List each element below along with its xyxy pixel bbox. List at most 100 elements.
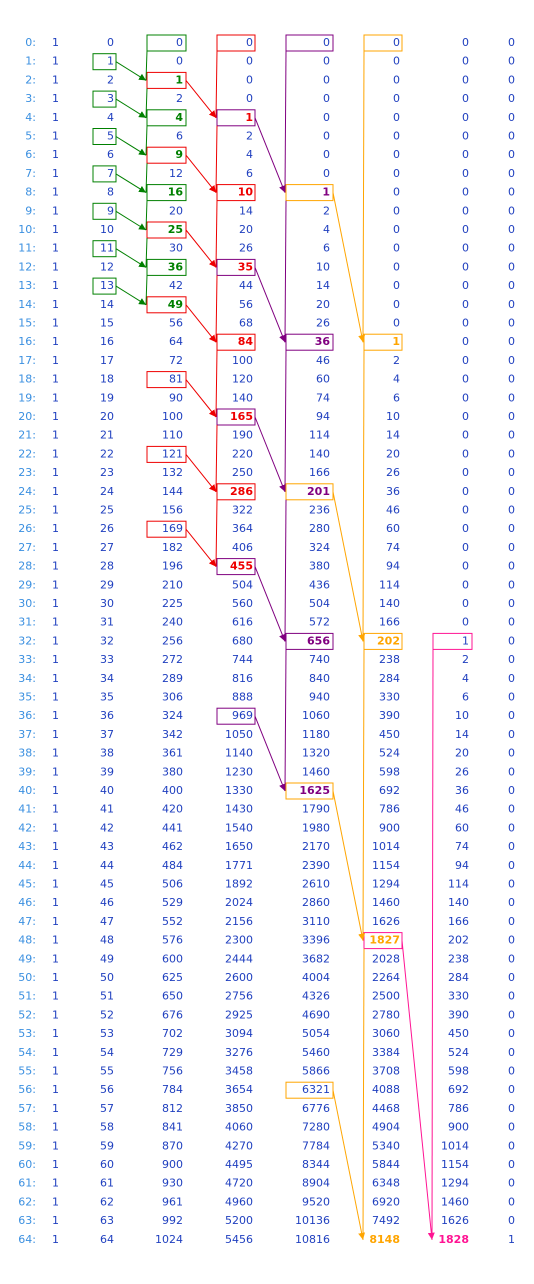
cell-value: 0 [462,373,469,386]
cell-value: 1626 [441,1214,469,1227]
cell-value: 380 [309,560,330,573]
cell-value: 992 [162,1214,183,1227]
cell-value: 20 [386,447,400,460]
cell-value: 0 [462,597,469,610]
row-index: 6: [25,148,36,161]
cell-value: 10136 [295,1214,330,1227]
cell-value: 1790 [302,803,330,816]
cell-value: 42 [169,279,183,292]
cell-value: 0 [323,167,330,180]
cell-value: 4 [246,148,253,161]
cell-value: 3708 [372,1065,400,1078]
cell-box [146,184,187,202]
cell-value: 4720 [225,1177,253,1190]
arrow [254,267,286,343]
cell-value: 240 [162,616,183,629]
cell-value: 1294 [441,1177,469,1190]
cell-value: 0 [508,92,515,105]
cell-value: 202 [448,934,469,947]
cell-value: 14 [100,298,114,311]
cell-value: 44 [239,279,253,292]
cell-box [216,483,256,501]
row-index: 59: [18,1139,36,1152]
cell-value: 1 [52,803,59,816]
cell-value: 0 [462,204,469,217]
cell-value: 930 [162,1177,183,1190]
row-index: 42: [18,821,36,834]
cell-value: 4 [175,111,183,124]
cell-value: 0 [508,1214,515,1227]
cell-value: 29 [100,578,114,591]
cell-box [285,34,334,52]
row-index: 57: [18,1102,36,1115]
cell-value: 0 [462,186,469,199]
cell-value: 2 [176,92,183,105]
cell-value: 1 [52,522,59,535]
row-index: 44: [18,859,36,872]
cell-value: 7 [107,167,114,180]
cell-value: 1 [52,429,59,442]
cell-value: 1 [52,765,59,778]
cell-value: 0 [508,1083,515,1096]
row-index: 1: [25,55,36,68]
arrow [185,229,217,268]
cell-value: 0 [508,653,515,666]
cell-value: 0 [508,971,515,984]
cell-value: 21 [100,429,114,442]
row-index: 4: [25,111,36,124]
cell-value: 0 [508,354,515,367]
cell-value: 1024 [155,1233,183,1246]
cell-value: 3276 [225,1046,253,1059]
cell-value: 900 [448,1121,469,1134]
cell-box [363,333,403,351]
chain-line [215,125,218,193]
cell-value: 120 [232,373,253,386]
cell-value: 169 [162,522,183,535]
cell-value: 74 [386,541,400,554]
cell-value: 0 [508,504,515,517]
cell-value: 2390 [302,859,330,872]
cell-value: 1 [52,597,59,610]
cell-value: 4270 [225,1139,253,1152]
cell-value: 57 [100,1102,114,1115]
cell-value: 2444 [225,952,253,965]
cell-value: 54 [100,1046,114,1059]
cell-value: 17 [100,354,114,367]
cell-value: 13 [100,279,114,292]
cell-value: 0 [462,36,469,49]
cell-value: 330 [379,691,400,704]
cell-value: 1 [52,111,59,124]
cell-value: 784 [162,1083,183,1096]
row-index: 46: [18,896,36,909]
cell-value: 450 [448,1027,469,1040]
chain-line [362,649,365,941]
cell-value: 144 [162,485,183,498]
cell-value: 888 [232,691,253,704]
cell-value: 56 [239,298,253,311]
cell-value: 0 [508,840,515,853]
cell-value: 406 [232,541,253,554]
cell-value: 4904 [372,1121,400,1134]
chain-line [284,350,287,492]
cell-value: 8904 [302,1177,330,1190]
cell-value: 1 [52,186,59,199]
cell-value: 306 [162,691,183,704]
cell-value: 35 [100,691,114,704]
cell-value: 1 [52,92,59,105]
cell-value: 1 [52,653,59,666]
cell-value: 0 [508,1102,515,1115]
chain-line [145,275,148,305]
cell-value: 10 [386,410,400,423]
cell-value: 14 [386,429,400,442]
cell-value: 28 [100,560,114,573]
cell-value: 7280 [302,1121,330,1134]
row-index: 31: [18,616,36,629]
row-index: 0: [25,36,36,49]
cell-value: 26 [316,317,330,330]
cell-value: 1 [52,915,59,928]
cell-value: 48 [100,934,114,947]
cell-value: 0 [508,878,515,891]
cell-value: 32 [100,634,114,647]
cell-value: 81 [169,373,183,386]
